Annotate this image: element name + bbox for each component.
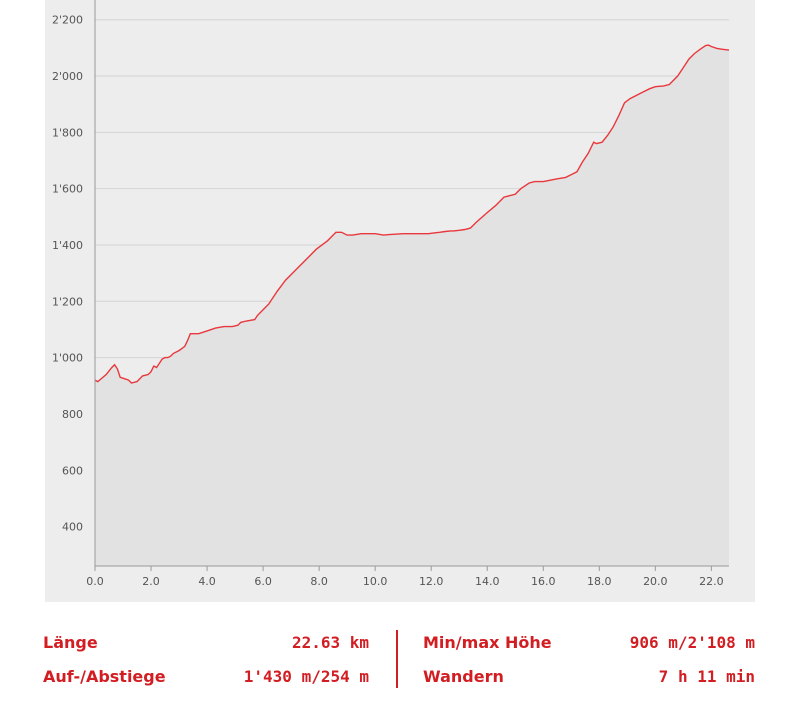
x-tick-label: 12.0 (419, 575, 444, 588)
y-tick-label: 400 (62, 521, 83, 534)
ascent-descent-label: Auf-/Abstiege (43, 667, 166, 686)
stats-divider (396, 630, 398, 688)
x-tick-label: 0.0 (86, 575, 104, 588)
y-tick-labels: 400 600 800 1'000 1'200 1'400 1'600 1'800 2'000 2… (52, 14, 83, 534)
y-tick-label: 800 (62, 408, 83, 421)
length-label: Länge (43, 633, 98, 652)
x-tick-label: 18.0 (587, 575, 612, 588)
x-tick-label: 2.0 (142, 575, 160, 588)
y-tick-label: 2'200 (52, 14, 83, 27)
x-tick-label: 16.0 (531, 575, 556, 588)
x-tick-label: 6.0 (254, 575, 272, 588)
x-tick-label: 10.0 (363, 575, 388, 588)
min-max-height-label: Min/max Höhe (423, 633, 552, 652)
y-tick-label: 1'200 (52, 295, 83, 308)
elevation-profile-chart: 400 600 800 1'000 1'200 1'400 1'600 1'800 2'000 2… (52, 0, 730, 588)
y-tick-label: 1'000 (52, 352, 83, 365)
length-value: 22.63 km (291, 633, 369, 652)
y-tick-label: 2'000 (52, 70, 83, 83)
tour-stats: Länge 22.63 km Auf-/Abstiege 1'430 m/254… (0, 620, 800, 700)
x-tick-label: 22.0 (699, 575, 724, 588)
axes (94, 0, 729, 571)
y-tick-label: 1'400 (52, 239, 83, 252)
x-tick-label: 20.0 (643, 575, 668, 588)
x-tick-label: 8.0 (310, 575, 328, 588)
activity-label: Wandern (423, 667, 504, 686)
y-tick-label: 1'600 (52, 183, 83, 196)
y-tick-label: 600 (62, 464, 83, 477)
min-max-height-value: 906 m/2'108 m (629, 633, 755, 652)
elevation-area-fill (95, 45, 729, 567)
ascent-descent-value: 1'430 m/254 m (243, 667, 369, 686)
x-tick-label: 14.0 (475, 575, 500, 588)
x-tick-label: 4.0 (198, 575, 216, 588)
x-tick-labels: 0.0 2.0 4.0 6.0 8.0 10.0 12.0 14.0 16.0 18.0 20.0 2… (86, 575, 723, 588)
elevation-line (94, 44, 730, 384)
activity-duration-value: 7 h 11 min (658, 667, 755, 686)
y-tick-label: 1'800 (52, 126, 83, 139)
